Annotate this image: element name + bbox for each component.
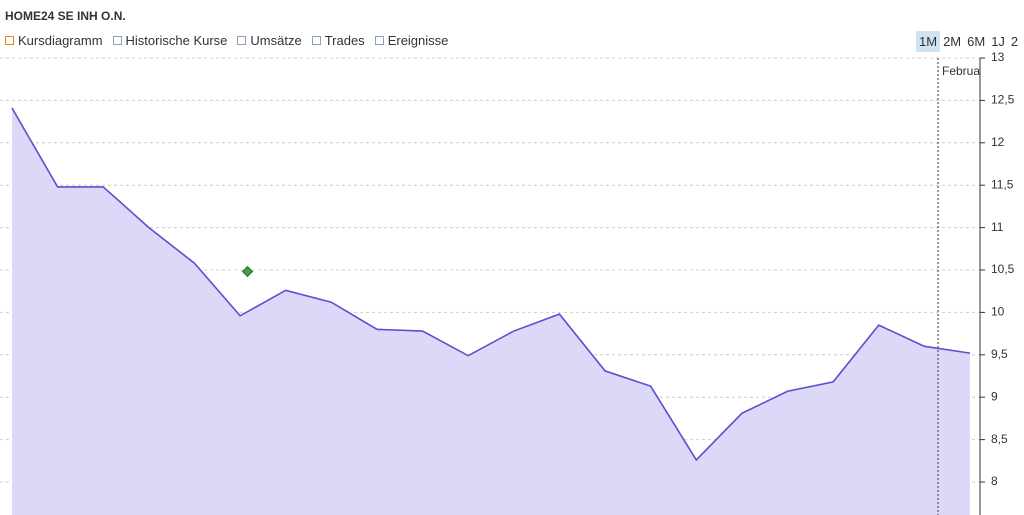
tab-label[interactable]: Ereignisse bbox=[387, 33, 449, 48]
range-button[interactable]: 1J bbox=[991, 34, 1005, 49]
month-label: Februa bbox=[942, 64, 980, 78]
tab-label[interactable]: Kursdiagramm bbox=[18, 33, 103, 48]
tab-label[interactable]: Trades bbox=[324, 33, 365, 48]
y-tick-label: 8,5 bbox=[991, 432, 1008, 446]
range-button[interactable]: 2 bbox=[1010, 34, 1019, 49]
checkbox[interactable] bbox=[5, 36, 14, 45]
area bbox=[12, 108, 970, 515]
y-tick-label: 9 bbox=[991, 389, 998, 403]
title: HOME24 SE INH O.N. bbox=[5, 9, 126, 23]
tab[interactable]: Historische Kurse bbox=[112, 33, 228, 48]
tab-label[interactable]: Historische Kurse bbox=[125, 33, 228, 48]
tab[interactable]: Umsätze bbox=[237, 33, 302, 48]
checkbox[interactable] bbox=[311, 36, 321, 45]
tab[interactable]: Ereignisse bbox=[374, 33, 449, 48]
range-buttons: 1M 2M 6M 1J 2 bbox=[916, 31, 1021, 52]
y-tick-label: 10,5 bbox=[991, 262, 1015, 276]
tab-label[interactable]: Umsätze bbox=[250, 33, 302, 48]
range-button[interactable]: 2M bbox=[943, 34, 962, 49]
y-tick-label: 10 bbox=[991, 305, 1005, 319]
y-tick-label: 12 bbox=[991, 135, 1005, 149]
y-tick-label: 12,5 bbox=[991, 93, 1015, 107]
range-button[interactable]: 6M bbox=[967, 34, 986, 49]
tabs: Kursdiagramm Historische Kurse Umsätze Trad… bbox=[5, 33, 448, 48]
range-button[interactable]: 1M bbox=[916, 31, 941, 52]
tab[interactable]: Kursdiagramm bbox=[5, 33, 103, 48]
price-line bbox=[11, 107, 971, 462]
event-marker[interactable] bbox=[241, 265, 254, 278]
y-tick-label: 13 bbox=[991, 50, 1005, 64]
checkbox[interactable] bbox=[374, 36, 384, 45]
y-tick-label: 11,5 bbox=[991, 177, 1014, 191]
tab[interactable]: Trades bbox=[311, 33, 365, 48]
checkbox[interactable] bbox=[112, 36, 122, 45]
y-tick-label: 11 bbox=[991, 220, 1004, 234]
y-tick-label: 9,5 bbox=[991, 347, 1008, 361]
y-tick-label: 8 bbox=[991, 474, 998, 488]
checkbox[interactable] bbox=[237, 36, 247, 45]
